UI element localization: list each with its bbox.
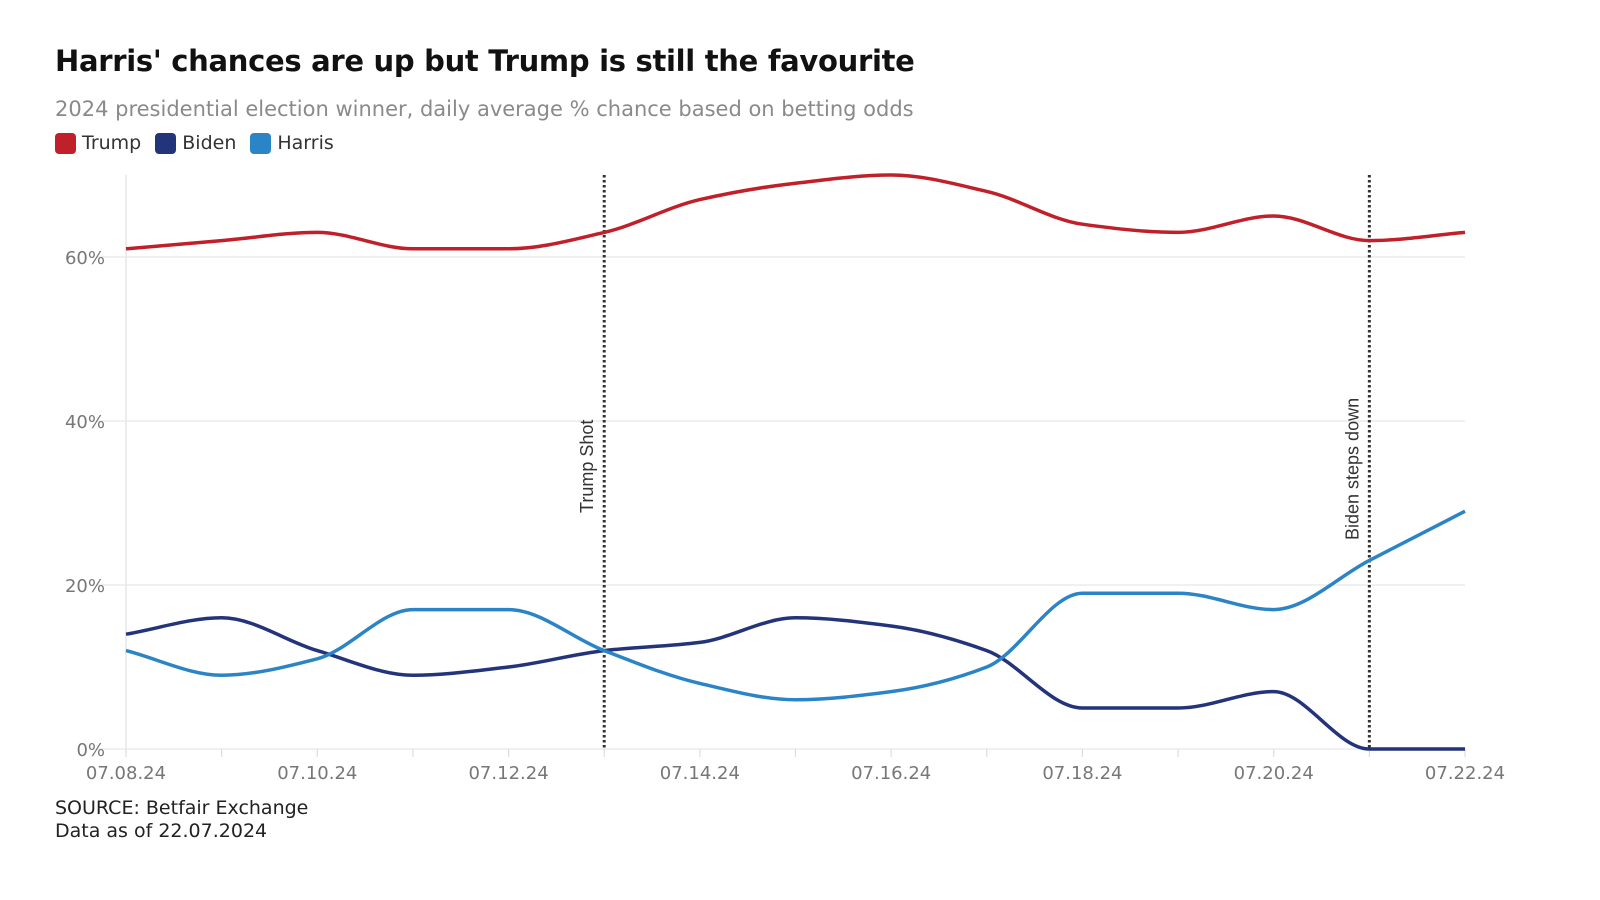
legend-item-biden: Biden: [155, 132, 236, 154]
x-tick-label: 07.20.24: [1234, 763, 1314, 784]
chart-title: Harris' chances are up but Trump is stil…: [55, 44, 915, 78]
data-date-text: Data as of 22.07.2024: [55, 820, 268, 842]
series-line-biden: [125, 616, 1465, 751]
y-tick-label: 20%: [65, 576, 105, 597]
source-note: SOURCE: Betfair Exchange Data as of 22.0…: [55, 797, 308, 843]
legend-swatch-trump: [55, 132, 76, 154]
legend-swatch-harris: [250, 132, 272, 154]
y-tick-label: 0%: [76, 740, 105, 761]
legend-label: Trump: [82, 132, 142, 154]
series-line-harris: [125, 509, 1466, 702]
x-tick-label: 07.22.24: [1425, 763, 1505, 784]
y-tick-label: 60%: [65, 248, 105, 269]
legend-label: Harris: [277, 132, 334, 154]
x-tick-label: 07.16.24: [851, 763, 931, 784]
legend: Trump Biden Harris: [55, 132, 334, 154]
chart-subtitle: 2024 presidential election winner, daily…: [55, 97, 914, 121]
legend-swatch-biden: [155, 132, 177, 154]
x-tick-label: 07.10.24: [277, 763, 357, 784]
x-tick-label: 07.12.24: [468, 763, 548, 784]
y-tick-label: 40%: [65, 412, 105, 433]
x-tick-label: 07.08.24: [86, 763, 166, 784]
legend-item-trump: Trump: [55, 132, 141, 154]
legend-item-harris: Harris: [250, 132, 334, 154]
x-tick-label: 07.14.24: [660, 763, 740, 784]
annotation-label: Trump Shot: [577, 420, 597, 513]
series-line-trump: [125, 173, 1466, 251]
source-text: SOURCE: Betfair Exchange: [55, 797, 309, 819]
annotation-label: Biden steps down: [1342, 398, 1362, 540]
x-tick-label: 07.18.24: [1042, 763, 1122, 784]
legend-label: Biden: [182, 132, 237, 154]
